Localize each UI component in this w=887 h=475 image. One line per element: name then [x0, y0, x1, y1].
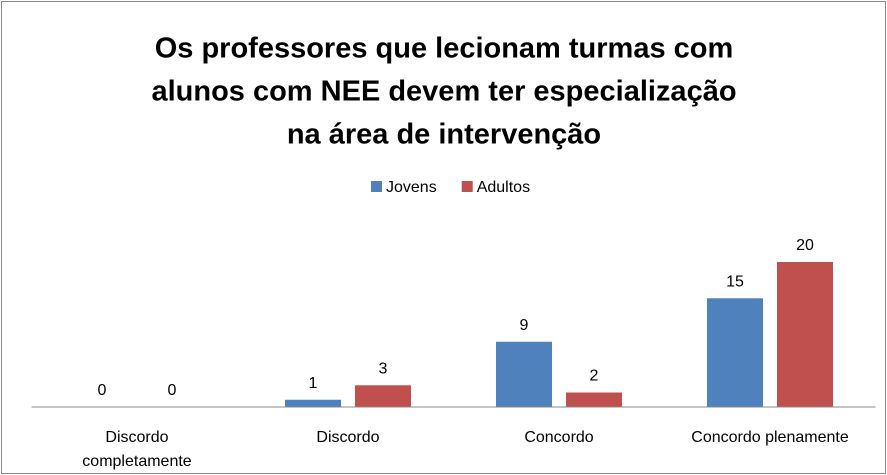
legend-swatch: [461, 181, 473, 192]
data-label: 3: [379, 360, 388, 377]
x-tick-label: Discordo: [316, 429, 379, 446]
legend-swatch: [371, 181, 382, 192]
x-tick-label: Discordo completamente: [82, 429, 191, 470]
data-label: 9: [520, 317, 529, 334]
legend-label: Adultos: [477, 179, 530, 196]
bar: [285, 399, 341, 407]
chart-title: na área de intervenção: [287, 119, 601, 151]
legend-label: Jovens: [386, 179, 437, 196]
data-label: 2: [590, 368, 599, 385]
data-label: 0: [168, 382, 177, 399]
data-label: 0: [98, 382, 107, 399]
chart-title: alunos com NEE devem ter especialização: [151, 76, 736, 108]
bar: [777, 262, 833, 407]
data-label: 1: [309, 375, 318, 392]
data-label: 20: [796, 237, 814, 254]
x-tick-label: Concordo: [524, 429, 593, 446]
x-tick-label: Concordo plenamente: [691, 429, 849, 446]
bar: [707, 298, 763, 407]
bar: [566, 392, 622, 407]
bar: [496, 341, 552, 407]
chart-title: Os professores que lecionam turmas com: [155, 33, 734, 65]
data-label: 15: [726, 273, 744, 290]
bar: [355, 385, 411, 407]
